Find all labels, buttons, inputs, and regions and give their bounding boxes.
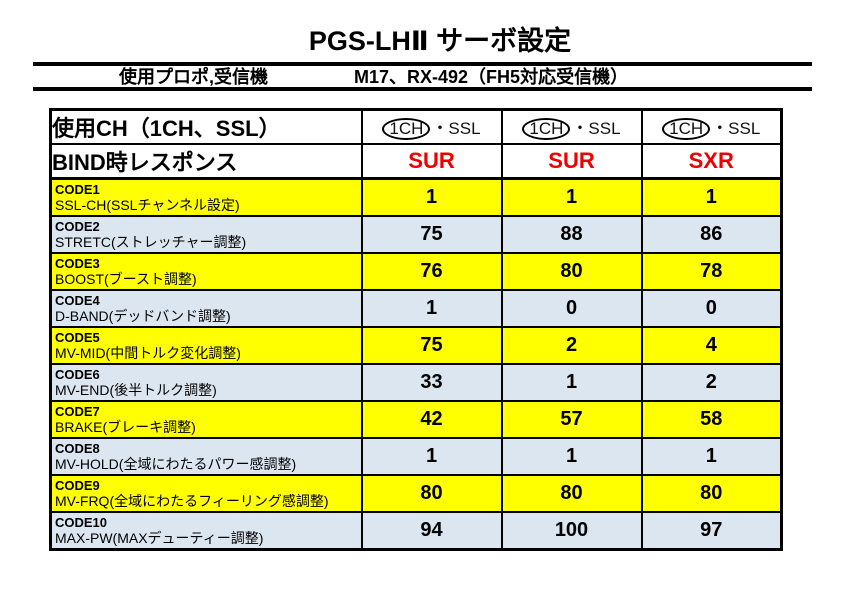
bind-value: SXR <box>640 143 783 180</box>
ssl-suffix: ・SSL <box>571 119 621 138</box>
value-cell: 86 <box>640 215 783 254</box>
code-label: CODE7 <box>55 404 100 419</box>
code-desc: D-BAND(デッドバンド調整) <box>55 308 231 324</box>
code-desc: MV-HOLD(全域にわたるパワー感調整) <box>55 456 297 472</box>
circled-1ch: 1CH <box>522 118 571 140</box>
bind-value: SUR <box>360 143 503 180</box>
value-cell: 1 <box>640 437 783 476</box>
bind-response-row: BIND時レスポンス SUR SUR SXR <box>49 143 783 180</box>
propo-label: 使用プロポ,受信機 <box>119 66 269 87</box>
value-cell: 1 <box>360 177 503 217</box>
code-desc: STRETC(ストレッチャー調整) <box>55 234 247 250</box>
table-row: CODE3 BOOST(ブースト調整) 76 80 78 <box>49 252 783 291</box>
table-row: CODE6 MV-END(後半トルク調整) 33 1 2 <box>49 363 783 402</box>
circled-1ch: 1CH <box>382 118 431 140</box>
value-cell: 2 <box>640 363 783 402</box>
value-cell: 33 <box>360 363 503 402</box>
code-label: CODE5 <box>55 330 100 345</box>
channel-row-label: 使用CH（1CH、SSL） <box>49 108 363 145</box>
value-cell: 1 <box>500 177 643 217</box>
value-cell: 75 <box>360 215 503 254</box>
code-desc: MAX-PW(MAXデューティー調整) <box>55 530 264 546</box>
table-row: CODE8 MV-HOLD(全域にわたるパワー感調整) 1 1 1 <box>49 437 783 476</box>
bind-row-label: BIND時レスポンス <box>49 143 363 180</box>
value-cell: 88 <box>500 215 643 254</box>
propo-receiver-bar: 使用プロポ,受信機 M17、RX-492（FH5対応受信機） <box>33 62 812 91</box>
value-cell: 80 <box>360 474 503 513</box>
value-cell: 1 <box>640 177 783 217</box>
page-title: PGS-LHⅡ サーボ設定 <box>308 26 572 56</box>
value-cell: 1 <box>500 437 643 476</box>
value-cell: 2 <box>500 326 643 365</box>
value-cell: 57 <box>500 400 643 439</box>
value-cell: 94 <box>360 511 503 551</box>
value-cell: 97 <box>640 511 783 551</box>
table-row: CODE7 BRAKE(ブレーキ調整) 42 57 58 <box>49 400 783 439</box>
servo-settings-table: 使用CH（1CH、SSL） 1CH ・SSL 1CH ・SSL 1CH ・SSL BI… <box>49 108 783 551</box>
table-row: CODE10 MAX-PW(MAXデューティー調整) 94 100 97 <box>49 511 783 551</box>
value-cell: 0 <box>640 289 783 328</box>
channel-cell: 1CH ・SSL <box>360 108 503 145</box>
code-label: CODE6 <box>55 367 100 382</box>
ssl-suffix: ・SSL <box>431 119 481 138</box>
value-cell: 76 <box>360 252 503 291</box>
value-cell: 78 <box>640 252 783 291</box>
table-row: CODE4 D-BAND(デッドバンド調整) 1 0 0 <box>49 289 783 328</box>
code-label: CODE9 <box>55 478 100 493</box>
value-cell: 100 <box>500 511 643 551</box>
channel-cell: 1CH ・SSL <box>640 108 783 145</box>
code-desc: BOOST(ブースト調整) <box>55 271 197 287</box>
value-cell: 75 <box>360 326 503 365</box>
value-cell: 80 <box>500 252 643 291</box>
table-row: CODE9 MV-FRQ(全域にわたるフィーリング感調整) 80 80 80 <box>49 474 783 513</box>
value-cell: 1 <box>360 289 503 328</box>
code-label: CODE1 <box>55 182 100 197</box>
value-cell: 58 <box>640 400 783 439</box>
bind-value: SUR <box>500 143 643 180</box>
channel-header-row: 使用CH（1CH、SSL） 1CH ・SSL 1CH ・SSL 1CH ・SSL <box>49 108 783 145</box>
value-cell: 1 <box>500 363 643 402</box>
table-row: CODE2 STRETC(ストレッチャー調整) 75 88 86 <box>49 215 783 254</box>
code-desc: MV-FRQ(全域にわたるフィーリング感調整) <box>55 493 329 509</box>
code-label: CODE3 <box>55 256 100 271</box>
value-cell: 0 <box>500 289 643 328</box>
code-label: CODE8 <box>55 441 100 456</box>
value-cell: 80 <box>500 474 643 513</box>
code-label: CODE2 <box>55 219 100 234</box>
value-cell: 42 <box>360 400 503 439</box>
circled-1ch: 1CH <box>662 118 711 140</box>
code-desc: MV-END(後半トルク調整) <box>55 382 217 398</box>
value-cell: 80 <box>640 474 783 513</box>
channel-cell: 1CH ・SSL <box>500 108 643 145</box>
propo-value: M17、RX-492（FH5対応受信機） <box>354 66 629 87</box>
ssl-suffix: ・SSL <box>711 119 761 138</box>
code-desc: BRAKE(ブレーキ調整) <box>55 419 196 435</box>
value-cell: 4 <box>640 326 783 365</box>
table-row: CODE5 MV-MID(中間トルク変化調整) 75 2 4 <box>49 326 783 365</box>
code-label: CODE4 <box>55 293 100 308</box>
value-cell: 1 <box>360 437 503 476</box>
code-desc: MV-MID(中間トルク変化調整) <box>55 345 241 361</box>
table-row: CODE1 SSL-CH(SSLチャンネル設定) 1 1 1 <box>49 177 783 217</box>
code-desc: SSL-CH(SSLチャンネル設定) <box>55 197 240 213</box>
code-label: CODE10 <box>55 515 108 530</box>
